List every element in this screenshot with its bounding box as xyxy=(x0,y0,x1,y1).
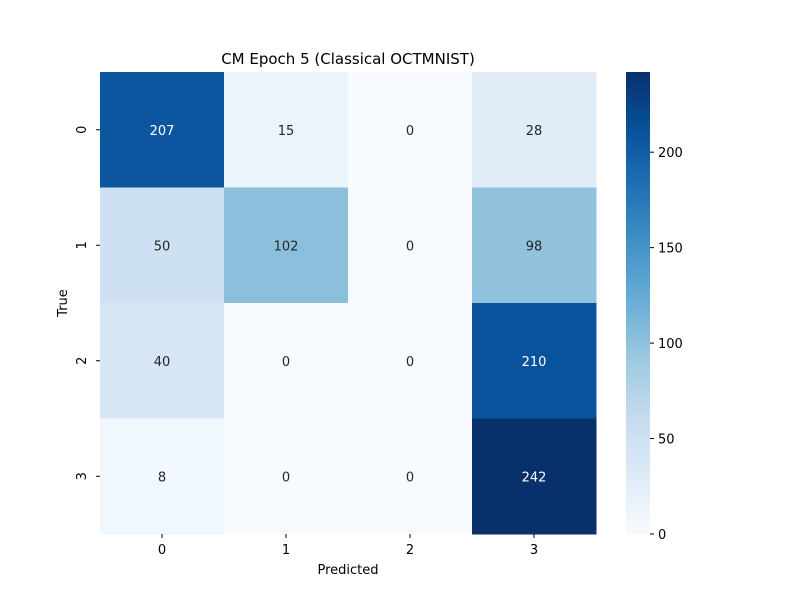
heatmap-cells: 207 15 0 28 50 102 0 98 40 0 0 210 8 0 0 242 xyxy=(100,72,597,535)
cell-value-label: 242 xyxy=(522,470,547,485)
y-tick-label: 0 xyxy=(75,126,90,134)
heatmap-cell xyxy=(100,303,225,419)
cell-value-label: 207 xyxy=(150,124,175,139)
x-tick-label: 1 xyxy=(282,543,290,558)
colorbar-axis: 0 50 100 150 200 xyxy=(650,146,683,543)
cell-value-label: 0 xyxy=(282,470,290,485)
heatmap-cell xyxy=(348,72,473,188)
heatmap-cell xyxy=(224,303,349,419)
cell-value-label: 98 xyxy=(526,239,543,254)
heatmap-cell xyxy=(224,418,349,535)
y-tick-label: 2 xyxy=(75,357,90,365)
heatmap-cell xyxy=(472,72,597,188)
x-tick-label: 0 xyxy=(158,543,166,558)
cell-value-label: 0 xyxy=(282,355,290,370)
cell-value-label: 0 xyxy=(406,124,414,139)
heatmap-cell xyxy=(472,303,597,419)
colorbar-tick-label: 200 xyxy=(658,146,683,161)
heatmap-cell xyxy=(224,72,349,188)
cell-value-label: 210 xyxy=(522,355,547,370)
colorbar-tick-label: 150 xyxy=(658,242,683,257)
colorbar-tick-label: 50 xyxy=(658,433,675,448)
x-axis: 0 1 2 3 xyxy=(158,534,538,558)
heatmap-cell xyxy=(472,418,597,535)
x-tick-label: 2 xyxy=(406,543,414,558)
colorbar xyxy=(626,72,650,534)
cell-value-label: 28 xyxy=(526,124,543,139)
y-axis: 0 1 2 3 xyxy=(75,126,100,480)
y-tick-label: 3 xyxy=(75,472,90,480)
cell-value-label: 40 xyxy=(154,355,171,370)
heatmap-cell xyxy=(224,187,349,304)
heatmap-cell xyxy=(348,303,473,419)
heatmap-cell xyxy=(348,418,473,535)
heatmap-cell xyxy=(472,187,597,304)
cell-value-label: 50 xyxy=(154,239,171,254)
x-axis-label: Predicted xyxy=(317,563,378,578)
heatmap-cell xyxy=(348,187,473,304)
y-tick-label: 1 xyxy=(75,241,90,249)
heatmap-cell xyxy=(100,187,225,304)
cell-value-label: 15 xyxy=(278,124,295,139)
y-axis-label: True xyxy=(56,289,71,318)
cell-value-label: 8 xyxy=(158,470,166,485)
heatmap-cell xyxy=(100,72,225,188)
cell-value-label: 0 xyxy=(406,355,414,370)
cell-value-label: 0 xyxy=(406,239,414,254)
chart-title: CM Epoch 5 (Classical OCTMNIST) xyxy=(221,50,475,68)
cell-value-label: 0 xyxy=(406,470,414,485)
x-tick-label: 3 xyxy=(530,543,538,558)
cell-value-label: 102 xyxy=(274,239,299,254)
colorbar-tick-label: 100 xyxy=(658,337,683,352)
heatmap-cell xyxy=(100,418,225,535)
colorbar-tick-label: 0 xyxy=(658,528,666,543)
